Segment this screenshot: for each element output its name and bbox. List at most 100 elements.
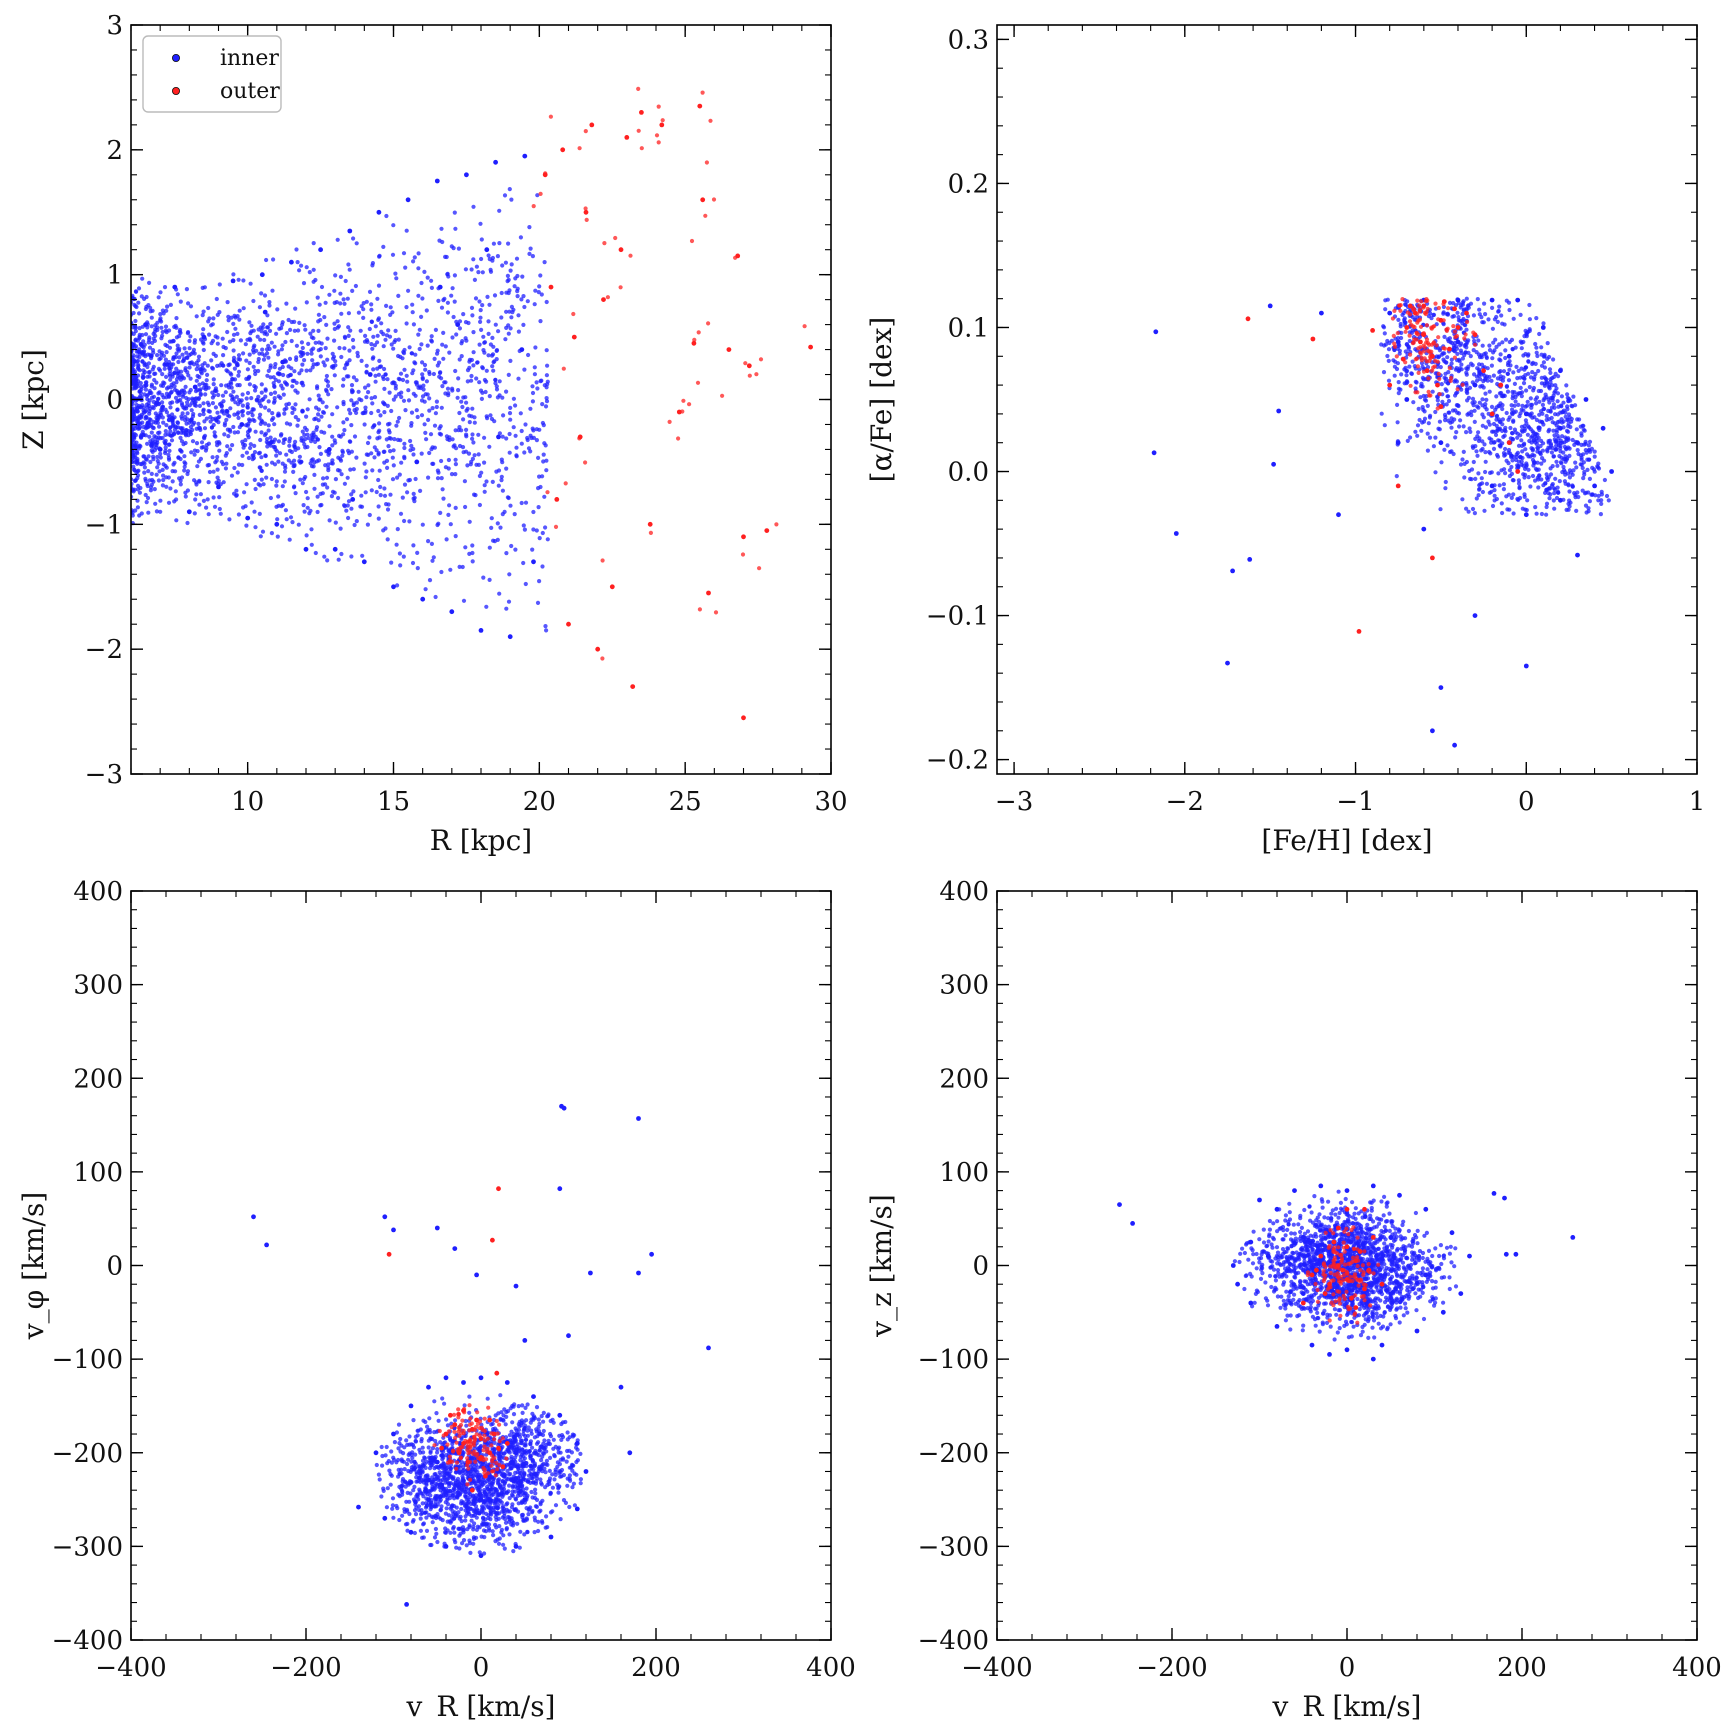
scatter-point-outer (681, 398, 686, 403)
scatter-point-inner (315, 295, 320, 300)
scatter-point-inner (441, 330, 446, 335)
scatter-point-inner (1407, 364, 1412, 369)
scatter-point-inner (1531, 385, 1536, 391)
scatter-point-inner (1464, 459, 1469, 465)
scatter-point-inner (149, 430, 154, 435)
scatter-point-outer (1438, 317, 1444, 323)
scatter-point-inner (324, 378, 329, 383)
scatter-point-inner (256, 368, 261, 374)
scatter-point-inner (168, 429, 173, 434)
scatter-point-inner (1530, 452, 1535, 458)
scatter-point-inner (1457, 357, 1462, 362)
scatter-point-inner (215, 341, 220, 346)
scatter-point-inner (201, 408, 206, 413)
scatter-point-inner (379, 321, 384, 326)
scatter-point-inner (367, 289, 373, 294)
scatter-point-inner (1435, 394, 1440, 399)
scatter-point-inner (309, 542, 314, 547)
scatter-point-inner (242, 490, 247, 495)
scatter-point-inner (1586, 443, 1591, 448)
scatter-point-inner (448, 522, 453, 527)
scatter-point-inner (259, 477, 264, 482)
scatter-point-inner (322, 554, 327, 559)
scatter-point-inner (186, 433, 191, 438)
scatter-point-inner (338, 274, 343, 279)
scatter-point-inner (185, 400, 190, 405)
scatter-point-inner (1497, 483, 1502, 488)
scatter-point-inner (1381, 370, 1387, 375)
scatter-point-inner (389, 408, 394, 414)
scatter-point-inner (402, 441, 407, 446)
scatter-point-inner (161, 420, 166, 425)
scatter-point-inner (436, 298, 441, 303)
scatter-point-inner (446, 512, 451, 518)
scatter-point-inner (543, 404, 549, 409)
scatter-point-inner (449, 244, 454, 249)
scatter-point-inner (544, 458, 549, 463)
scatter-point-inner (369, 410, 374, 416)
scatter-point-inner (417, 327, 422, 332)
scatter-point-inner (346, 325, 351, 330)
scatter-point-inner (467, 420, 472, 425)
scatter-point-inner (377, 358, 382, 363)
scatter-point-inner (202, 419, 207, 424)
scatter-point-inner (200, 313, 205, 318)
scatter-point-inner (228, 429, 233, 434)
scatter-point-inner (1586, 506, 1591, 511)
scatter-point-inner (315, 509, 320, 515)
scatter-point-inner (472, 453, 477, 458)
scatter-point-inner (299, 459, 304, 464)
scatter-point-inner (150, 367, 155, 372)
scatter-point-inner (415, 414, 420, 420)
scatter-point-inner (252, 477, 257, 482)
scatter-point-inner (1416, 406, 1421, 411)
scatter-point-inner (201, 412, 206, 417)
scatter-point-inner (1480, 397, 1485, 402)
scatter-point-inner (363, 333, 368, 338)
scatter-point-inner (455, 395, 460, 400)
scatter-point-inner (1438, 685, 1444, 690)
scatter-point-inner (460, 339, 465, 344)
scatter-point-inner (178, 482, 183, 487)
scatter-point-inner (231, 355, 237, 360)
scatter-point-inner (421, 383, 426, 388)
scatter-point-inner (300, 362, 305, 367)
scatter-point-inner (510, 310, 515, 315)
scatter-point-inner (267, 303, 272, 308)
scatter-point-inner (324, 475, 330, 480)
scatter-point-inner (1578, 462, 1583, 467)
scatter-point-inner (296, 522, 301, 527)
scatter-point-inner (152, 434, 157, 439)
scatter-point-inner (183, 494, 188, 499)
scatter-point-inner (302, 432, 307, 437)
scatter-point-inner (168, 401, 173, 406)
scatter-point-inner (146, 361, 151, 366)
scatter-point-inner (497, 208, 502, 213)
scatter-point-outer (618, 247, 624, 253)
scatter-point-inner (246, 455, 251, 461)
scatter-point-inner (230, 394, 235, 399)
scatter-point-inner (509, 262, 514, 267)
scatter-point-inner (190, 439, 196, 444)
scatter-point-inner (499, 478, 504, 483)
scatter-point-inner (158, 451, 163, 456)
scatter-point-outer (726, 347, 732, 352)
scatter-point-inner (1453, 344, 1459, 349)
scatter-point-inner (267, 328, 273, 333)
scatter-point-inner (459, 354, 464, 359)
scatter-point-inner (136, 362, 141, 367)
scatter-point-inner (227, 339, 233, 344)
scatter-point-inner (439, 1504, 444, 1509)
scatter-point-inner (335, 405, 340, 410)
scatter-point-inner (1413, 429, 1418, 434)
scatter-point-inner (247, 360, 252, 366)
scatter-point-inner (1387, 310, 1393, 316)
scatter-point-outer (1394, 354, 1399, 359)
scatter-point-inner (1549, 415, 1554, 421)
scatter-point-inner (375, 296, 380, 301)
scatter-point-inner (477, 473, 482, 479)
scatter-point-outer (1444, 328, 1449, 333)
scatter-point-inner (445, 310, 450, 315)
scatter-point-outer (560, 147, 566, 153)
scatter-point-inner (147, 478, 152, 483)
